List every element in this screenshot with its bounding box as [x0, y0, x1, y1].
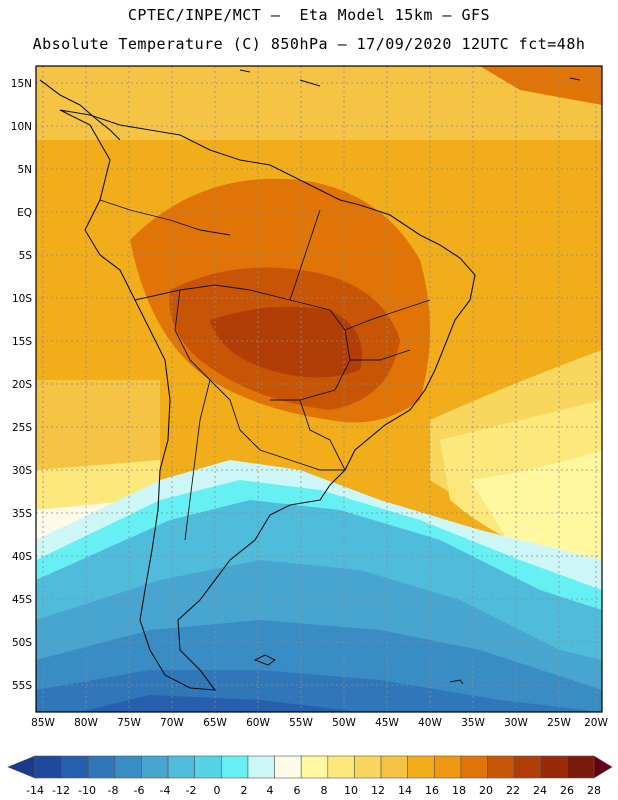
field-cold-7 — [80, 695, 360, 712]
field-atlantic-3 — [470, 450, 602, 583]
colorbar-cell — [433, 755, 462, 779]
colorbar-cell — [513, 755, 542, 779]
lon-label: 70W — [160, 717, 184, 729]
lat-label: 10S — [12, 293, 32, 305]
lat-label: 50S — [12, 637, 32, 649]
colorbar-tick: 26 — [560, 784, 574, 797]
colorbar-cell — [540, 755, 568, 779]
south-georgia-outline — [449, 679, 464, 685]
colorbar-labels: -14 -12 -10 -8 -6 -4 -2 0 2 4 6 8 10 12 … — [26, 784, 601, 797]
colorbar-arrow-low — [7, 755, 36, 779]
lat-label: 30S — [12, 465, 32, 477]
lon-label: 60W — [246, 717, 270, 729]
colorbar-tick: 6 — [294, 784, 301, 797]
field-pacific-1 — [36, 380, 160, 480]
central-america-outline — [39, 79, 121, 141]
lon-label: 40W — [418, 717, 442, 729]
colorbar-tick: -14 — [26, 784, 44, 797]
title-line-2: Absolute Temperature (C) 850hPa – 17/09/… — [32, 35, 586, 53]
colorbar-tick: 20 — [479, 784, 493, 797]
field-caribbean — [480, 66, 602, 105]
colorbar-cell — [194, 755, 222, 779]
lon-label: 30W — [504, 717, 528, 729]
colorbar-cell — [141, 755, 169, 779]
lon-label: 20W — [584, 717, 608, 729]
lat-label: 5N — [17, 164, 32, 176]
lat-label: 20S — [12, 379, 32, 391]
colorbar-tick: -8 — [108, 784, 119, 797]
colorbar-tick: 4 — [267, 784, 274, 797]
colorbar-cell — [34, 755, 62, 779]
title-line-1: CPTEC/INPE/MCT – Eta Model 15km – GFS — [127, 6, 491, 24]
lon-label: 45W — [375, 717, 399, 729]
colorbar-cell — [327, 755, 355, 779]
colorbar-cell — [221, 755, 249, 779]
lon-label: 25W — [547, 717, 571, 729]
colorbar-cell — [274, 755, 302, 779]
colorbar-cell — [61, 755, 89, 779]
caribbean-islands — [239, 69, 581, 87]
colorbar-tick: -4 — [160, 784, 171, 797]
lon-label: 50W — [332, 717, 356, 729]
lat-label: 15S — [12, 336, 32, 348]
colorbar-tick: 28 — [587, 784, 601, 797]
colorbar-cell — [167, 755, 196, 779]
lat-label: 15N — [11, 78, 32, 90]
colorbar-tick: 14 — [398, 784, 412, 797]
colorbar-cell — [354, 755, 382, 779]
lat-label: 40S — [12, 551, 32, 563]
colorbar-tick: 0 — [214, 784, 221, 797]
map-frame — [35, 65, 603, 713]
colorbar-tick: -6 — [134, 784, 145, 797]
lat-label: EQ — [17, 207, 32, 219]
colorbar-tick: 12 — [371, 784, 385, 797]
lat-label: 55S — [12, 680, 32, 692]
country-borders — [99, 199, 431, 541]
lat-label: 45S — [12, 594, 32, 606]
colorbar-tick: 22 — [506, 784, 520, 797]
colorbar-tick: 24 — [533, 784, 547, 797]
colorbar-cell — [114, 755, 142, 779]
lon-label: 75W — [117, 717, 141, 729]
lon-label: 80W — [74, 717, 98, 729]
lon-label: 65W — [203, 717, 227, 729]
lon-label: 85W — [31, 717, 55, 729]
colorbar-cell — [460, 755, 488, 779]
lat-label: 5S — [19, 250, 33, 262]
colorbar-cell — [87, 755, 116, 779]
colorbar-cell — [487, 755, 515, 779]
colorbar-tick: 16 — [425, 784, 439, 797]
lat-labels: 15N 10N 5N EQ 5S 10S 15S 20S 25S 30S 35S… — [11, 78, 33, 692]
lon-label: 55W — [289, 717, 313, 729]
continent-outline — [59, 109, 476, 691]
colorbar-tick: -2 — [186, 784, 197, 797]
colorbar-tick: 2 — [241, 784, 248, 797]
colorbar-tick: 8 — [321, 784, 328, 797]
colorbar-arrow-high — [593, 755, 613, 779]
lat-label: 35S — [12, 508, 32, 520]
lon-label: 35W — [461, 717, 485, 729]
field-hot-3 — [210, 306, 362, 378]
colorbar-cell — [380, 755, 408, 779]
colorbar-tick: -10 — [78, 784, 96, 797]
colorbar-tick: 18 — [452, 784, 466, 797]
lon-labels: 85W 80W 75W 70W 65W 60W 55W 50W 45W 40W … — [31, 717, 608, 729]
colorbar-cell — [300, 755, 329, 779]
colorbar-cells — [7, 755, 613, 779]
colorbar-cell — [567, 755, 595, 779]
colorbar-tick: -12 — [52, 784, 70, 797]
falklands-outline — [253, 654, 276, 666]
lat-label: 10N — [11, 121, 32, 133]
lat-label: 25S — [12, 422, 32, 434]
field-north — [36, 66, 602, 140]
gridlines — [36, 66, 602, 712]
colorbar-tick: 10 — [344, 784, 358, 797]
colorbar-cell — [247, 755, 275, 779]
colorbar-cell — [407, 755, 435, 779]
